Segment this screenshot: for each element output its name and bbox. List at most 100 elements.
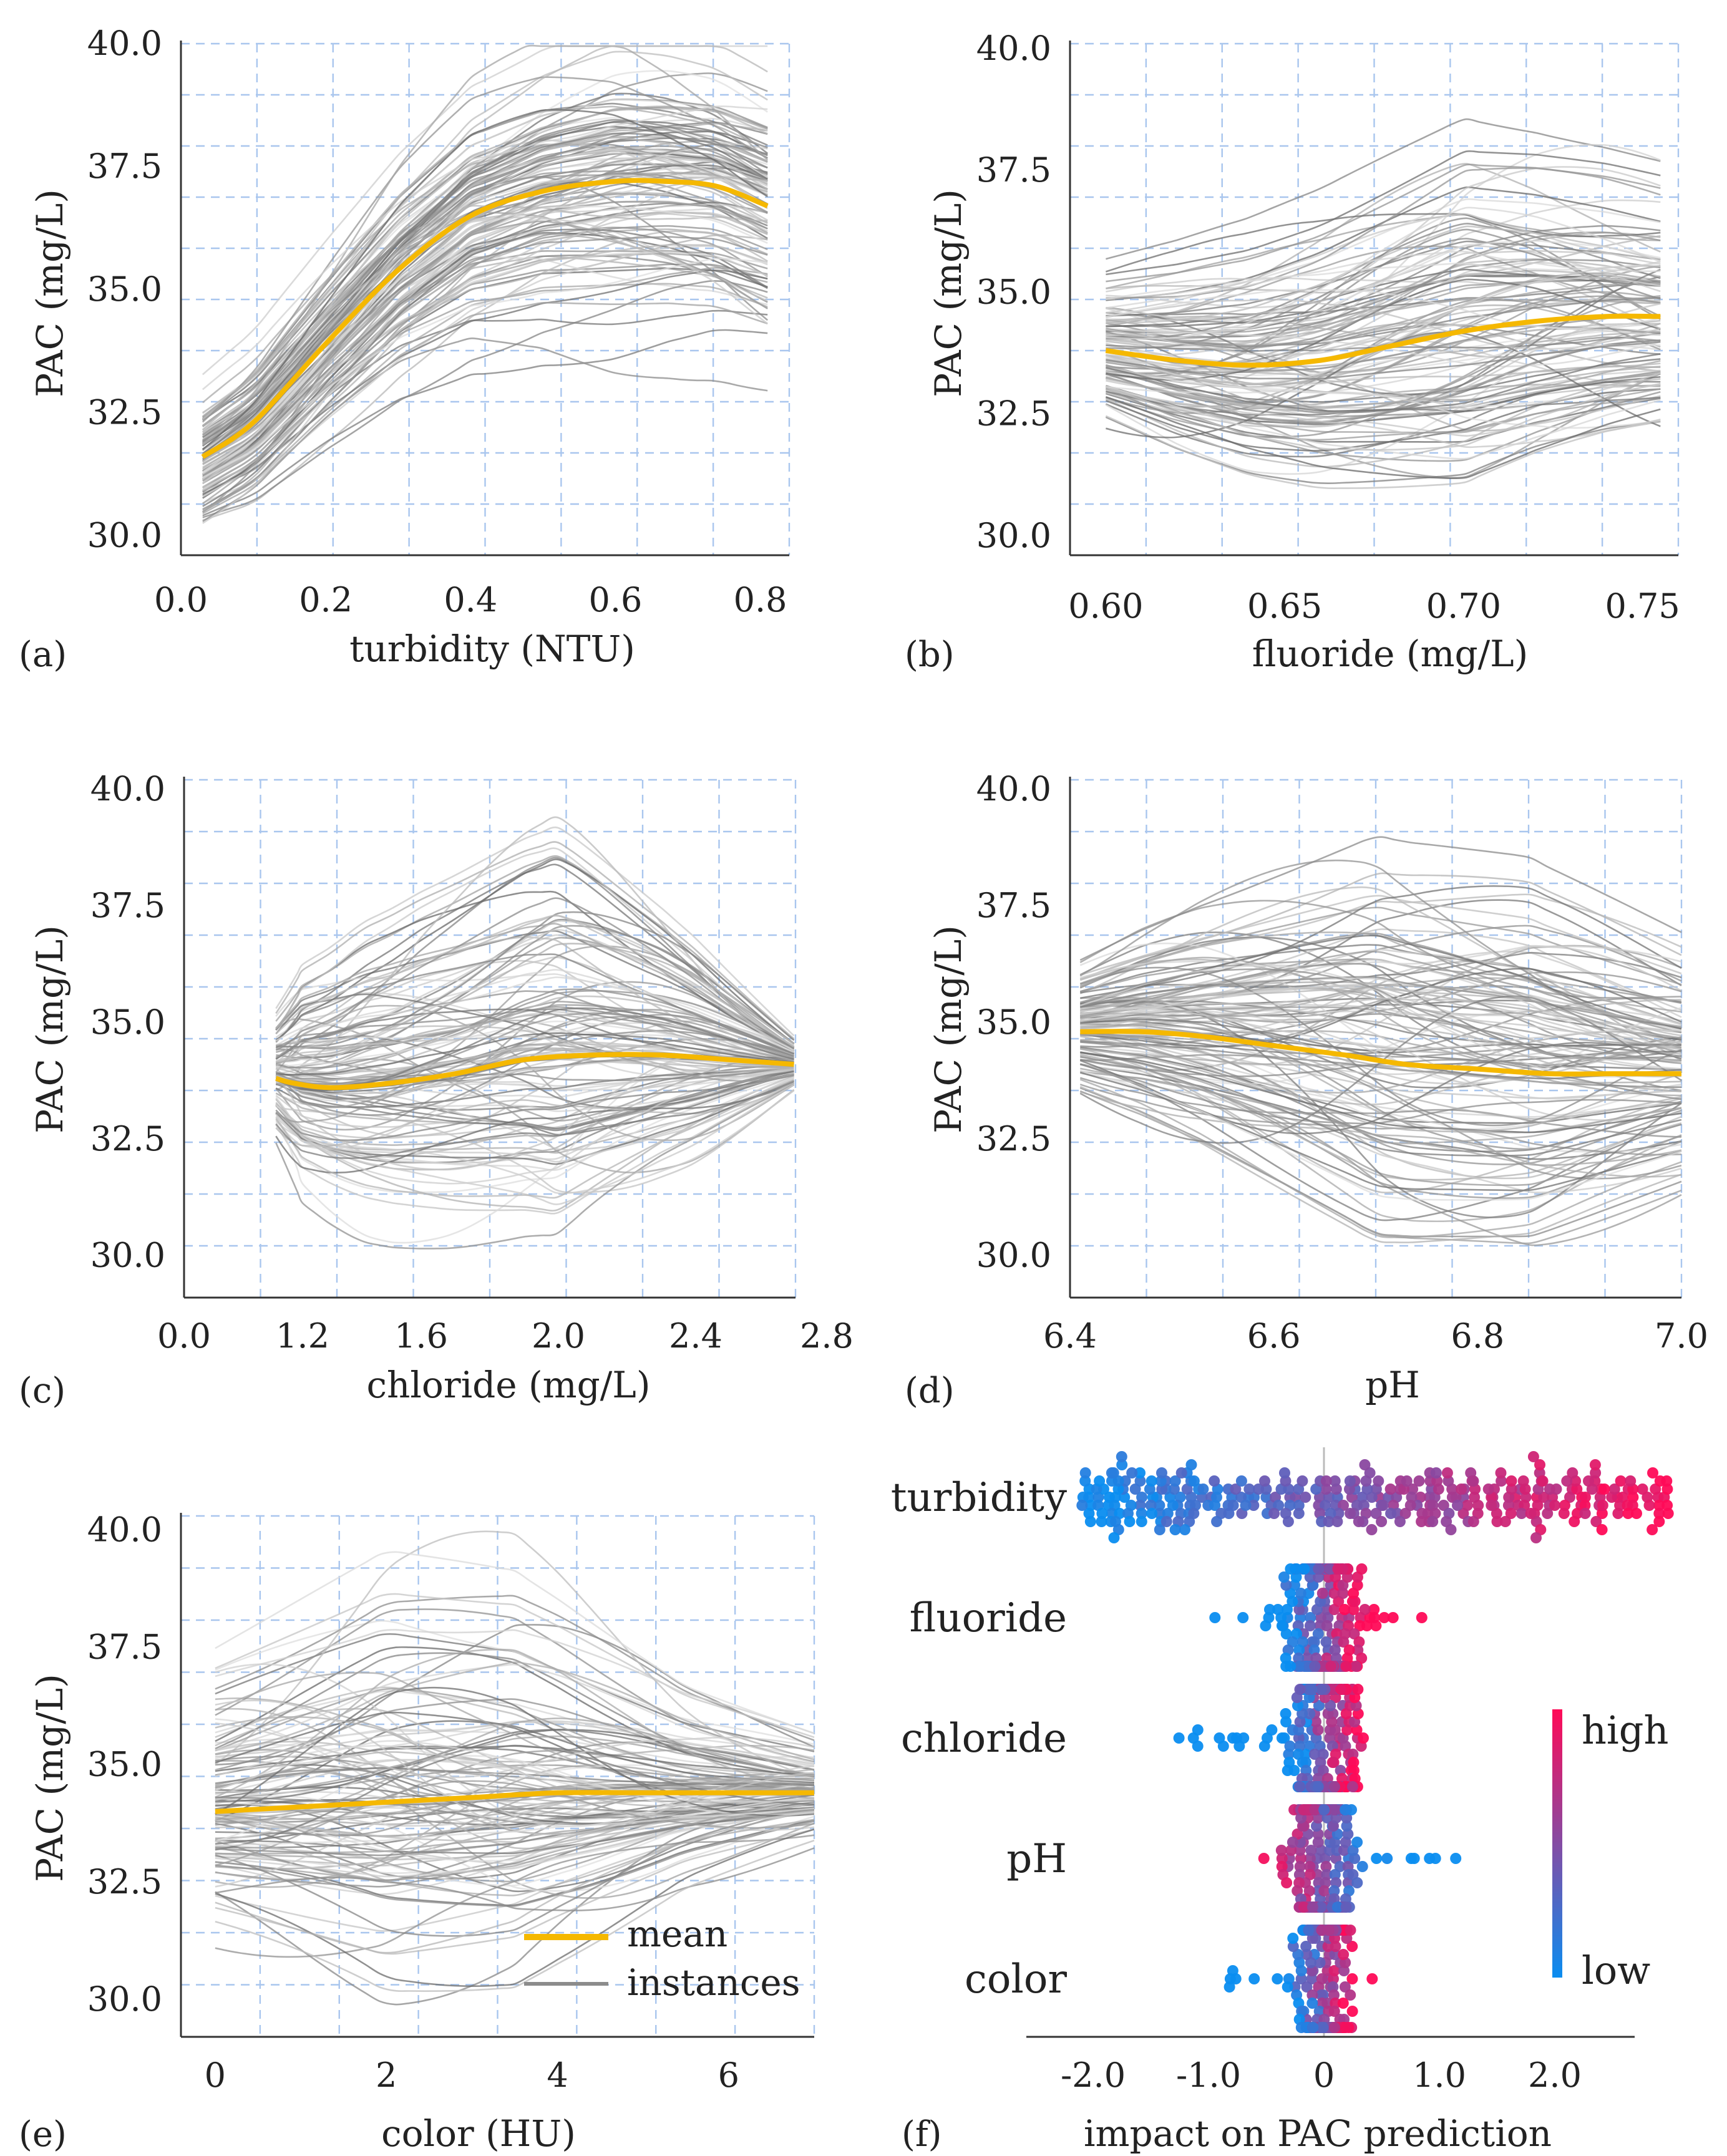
shap-point <box>1366 1524 1378 1535</box>
shap-point <box>1294 1861 1306 1872</box>
shap-point <box>1116 1451 1127 1462</box>
instance-line <box>275 855 795 1041</box>
shap-point <box>1549 1500 1560 1511</box>
instance-line <box>1105 378 1661 468</box>
instance-line <box>1080 1000 1682 1047</box>
y-tick-label: 32.5 <box>90 1119 165 1158</box>
shap-point <box>1344 1483 1355 1495</box>
shap-point <box>1175 1467 1187 1479</box>
panel-b-letter: (b) <box>905 634 955 675</box>
instance-line <box>215 1718 815 1828</box>
x-tick-label: 0.6 <box>588 580 642 619</box>
shap-point <box>1116 1459 1128 1470</box>
shap-point <box>1517 1475 1529 1487</box>
shap-point <box>1364 1467 1376 1479</box>
shap-point <box>1209 1612 1221 1623</box>
shap-point <box>1280 1708 1292 1719</box>
shap-point <box>1223 1981 1235 1993</box>
shap-point <box>1334 1861 1346 1872</box>
y-tick-label: 37.5 <box>976 150 1051 190</box>
x-tick-label: 1.0 <box>1413 2056 1466 2095</box>
shap-point <box>1346 1781 1358 1792</box>
instance-line <box>202 172 768 465</box>
x-tick-label: 0.0 <box>154 580 208 619</box>
panel-d-instances <box>1079 836 1682 1246</box>
mean-line <box>275 1052 794 1090</box>
instance-line <box>1079 895 1682 980</box>
instance-line <box>215 1798 815 1883</box>
beeswarm-row-color <box>1223 1925 1378 2033</box>
shap-point <box>1320 1500 1331 1511</box>
x-tick-label: 4 <box>547 2056 568 2095</box>
shap-point <box>1295 1973 1307 1984</box>
shap-point <box>1583 1475 1594 1487</box>
shap-point <box>1282 1765 1293 1776</box>
shap-point <box>1301 1949 1313 1960</box>
shap-point <box>1345 1989 1356 2001</box>
shap-point <box>1590 1516 1602 1527</box>
instance-line <box>1106 118 1661 260</box>
shap-point <box>1136 1508 1147 1519</box>
panel-d-letter: (d) <box>905 1371 955 1411</box>
instance-line <box>1080 1027 1682 1120</box>
x-tick-label: 6.8 <box>1451 1316 1504 1356</box>
instance-line <box>276 943 795 1046</box>
shap-point <box>1569 1516 1580 1527</box>
instance-line <box>202 301 768 515</box>
shap-point <box>1258 1853 1270 1864</box>
shap-point <box>1579 1492 1591 1503</box>
instance-line <box>1106 392 1661 443</box>
panel-f-xlabel: impact on PAC prediction <box>1084 2112 1552 2155</box>
shap-point <box>1185 1459 1197 1470</box>
panel-e-chart: PAC (mg/L) color (HU) (e) 30.0 32.5 35.0 37… <box>19 1510 815 2155</box>
shap-point <box>1124 1516 1136 1527</box>
instance-line <box>202 145 768 436</box>
instance-line <box>1079 956 1682 1066</box>
shap-point <box>1326 1757 1338 1768</box>
shap-point <box>1340 1661 1352 1672</box>
legend-instances-label: instances <box>627 1961 800 2004</box>
instance-line <box>275 976 795 1051</box>
shap-point <box>1300 1492 1311 1503</box>
mean-line <box>215 1790 814 1814</box>
y-tick-label: 37.5 <box>87 1628 162 1667</box>
instance-line <box>1106 288 1661 329</box>
shap-point <box>1325 1661 1337 1672</box>
panel-c-xlabel: chloride (mg/L) <box>367 1364 651 1406</box>
shap-point <box>1408 1853 1420 1864</box>
instance-line <box>1106 341 1661 380</box>
beeswarm-row-turbidity <box>1076 1451 1674 1543</box>
instance-line <box>1080 1047 1682 1134</box>
instance-line <box>1080 1064 1682 1153</box>
instance-line <box>215 1686 815 1777</box>
shap-point <box>1309 1804 1321 1815</box>
instance-line <box>1106 206 1661 340</box>
y-tick-label: 35.0 <box>90 1003 165 1042</box>
shap-point <box>1076 1500 1088 1511</box>
instance-line <box>1106 262 1661 300</box>
shap-point <box>1240 1500 1252 1511</box>
shap-point <box>1538 1492 1550 1503</box>
instance-line <box>275 1079 794 1154</box>
shap-point <box>1579 1508 1591 1519</box>
panel-f-letter: (f) <box>902 2114 941 2155</box>
instance-line <box>275 1059 794 1095</box>
instance-line <box>202 105 768 391</box>
shap-point <box>1293 1869 1305 1880</box>
shap-point <box>1324 1563 1336 1575</box>
y-tick-label: 32.5 <box>87 392 162 432</box>
instance-line <box>1079 1085 1682 1243</box>
instance-line <box>1080 1071 1682 1246</box>
instance-line <box>275 841 795 1040</box>
shap-point <box>1381 1853 1393 1864</box>
shap-point <box>1276 1732 1288 1744</box>
instance-line <box>1080 1072 1682 1193</box>
y-tick-label: 32.5 <box>87 1862 162 1901</box>
shap-point <box>1079 1467 1091 1479</box>
shap-point <box>1317 2022 1329 2033</box>
y-tick-label: 37.5 <box>976 886 1051 925</box>
shap-point <box>1353 1516 1365 1527</box>
instance-line <box>275 1070 794 1132</box>
y-tick-label: 40.0 <box>976 29 1051 68</box>
instance-line <box>1106 223 1661 339</box>
